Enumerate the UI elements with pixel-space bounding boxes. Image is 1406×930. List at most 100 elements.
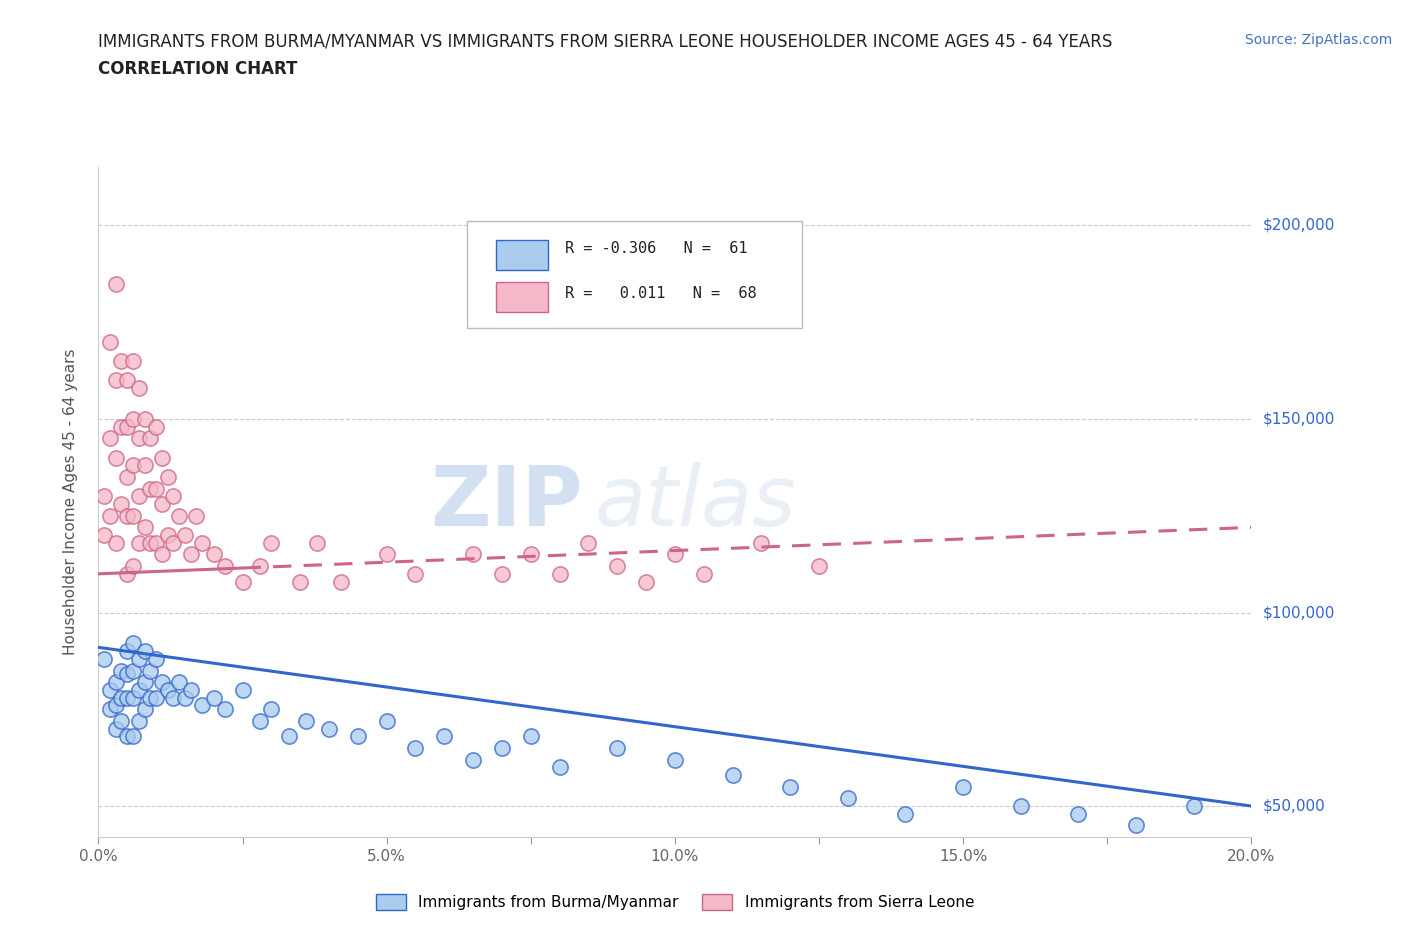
Point: [318, 721, 340, 736]
Point: [117, 690, 138, 705]
Point: [162, 536, 184, 551]
Point: [117, 566, 138, 581]
Point: [110, 497, 132, 512]
Point: [139, 536, 162, 551]
Text: atlas: atlas: [595, 461, 796, 543]
Point: [93, 527, 115, 542]
Point: [110, 713, 132, 728]
Point: [117, 667, 138, 682]
Point: [156, 683, 179, 698]
Point: [110, 690, 132, 705]
Point: [139, 481, 162, 496]
Point: [548, 760, 571, 775]
Point: [461, 547, 484, 562]
Point: [104, 721, 127, 736]
Point: [1125, 818, 1147, 833]
Point: [156, 470, 179, 485]
Point: [260, 702, 283, 717]
Point: [150, 450, 173, 465]
Point: [134, 458, 156, 472]
Point: [117, 419, 138, 434]
Point: [117, 373, 138, 388]
Point: [98, 334, 121, 349]
Point: [1010, 799, 1032, 814]
Text: $100,000: $100,000: [1263, 605, 1336, 620]
Point: [1182, 799, 1205, 814]
Point: [751, 536, 773, 551]
Point: [693, 566, 716, 581]
Bar: [496, 240, 548, 270]
Point: [180, 683, 202, 698]
Point: [139, 663, 162, 678]
Point: [520, 547, 543, 562]
Text: IMMIGRANTS FROM BURMA/MYANMAR VS IMMIGRANTS FROM SIERRA LEONE HOUSEHOLDER INCOME: IMMIGRANTS FROM BURMA/MYANMAR VS IMMIGRA…: [98, 33, 1112, 50]
Point: [520, 729, 543, 744]
Point: [606, 740, 628, 755]
Point: [578, 536, 600, 551]
Point: [134, 520, 156, 535]
Point: [122, 663, 145, 678]
Bar: [496, 282, 548, 312]
Point: [405, 566, 427, 581]
Point: [122, 690, 145, 705]
Point: [110, 663, 132, 678]
Point: [128, 536, 150, 551]
Point: [491, 740, 513, 755]
Point: [98, 509, 121, 524]
Point: [134, 675, 156, 690]
Point: [807, 559, 830, 574]
Point: [128, 652, 150, 667]
Point: [98, 431, 121, 445]
Point: [329, 574, 352, 589]
Point: [405, 740, 427, 755]
Point: [307, 536, 329, 551]
Point: [93, 652, 115, 667]
Text: $50,000: $50,000: [1263, 799, 1326, 814]
Text: Source: ZipAtlas.com: Source: ZipAtlas.com: [1244, 33, 1392, 46]
Point: [202, 547, 225, 562]
Point: [461, 752, 484, 767]
Legend: Immigrants from Burma/Myanmar, Immigrants from Sierra Leone: Immigrants from Burma/Myanmar, Immigrant…: [370, 888, 980, 916]
Point: [375, 713, 398, 728]
Point: [122, 729, 145, 744]
Point: [491, 566, 513, 581]
Point: [128, 713, 150, 728]
Point: [122, 353, 145, 368]
Point: [139, 431, 162, 445]
Point: [145, 419, 167, 434]
Text: R = -0.306   N =  61: R = -0.306 N = 61: [565, 241, 748, 257]
Point: [260, 536, 283, 551]
Point: [167, 509, 190, 524]
Point: [249, 713, 271, 728]
Point: [180, 547, 202, 562]
Point: [145, 652, 167, 667]
Point: [721, 767, 744, 782]
Text: CORRELATION CHART: CORRELATION CHART: [98, 60, 298, 78]
Point: [779, 779, 801, 794]
Point: [104, 276, 127, 291]
Point: [104, 698, 127, 712]
Point: [548, 566, 571, 581]
Point: [117, 729, 138, 744]
Point: [290, 574, 312, 589]
Point: [104, 536, 127, 551]
Point: [122, 636, 145, 651]
Text: $200,000: $200,000: [1263, 218, 1336, 232]
Point: [145, 690, 167, 705]
Point: [231, 574, 254, 589]
Y-axis label: Householder Income Ages 45 - 64 years: Householder Income Ages 45 - 64 years: [63, 349, 77, 656]
Point: [110, 353, 132, 368]
Point: [156, 527, 179, 542]
Point: [128, 380, 150, 395]
Point: [122, 458, 145, 472]
Point: [117, 470, 138, 485]
Point: [98, 683, 121, 698]
Point: [93, 489, 115, 504]
Point: [134, 702, 156, 717]
Point: [191, 698, 214, 712]
Point: [110, 419, 132, 434]
Point: [128, 683, 150, 698]
Point: [375, 547, 398, 562]
Point: [122, 559, 145, 574]
Point: [346, 729, 368, 744]
